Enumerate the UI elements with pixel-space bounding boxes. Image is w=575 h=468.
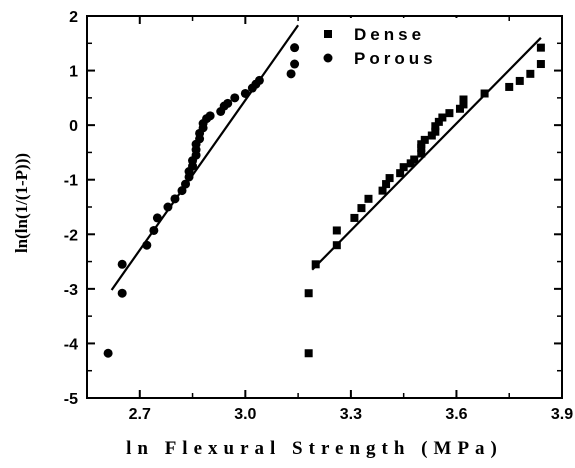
- porous-point: [152, 213, 162, 223]
- dense-point: [515, 76, 524, 85]
- dense-point: [304, 349, 313, 358]
- dense-point: [445, 109, 454, 118]
- porous-point: [149, 225, 159, 235]
- dense-point: [396, 169, 405, 178]
- porous-legend-marker: [323, 53, 333, 63]
- x-tick-label: 2.7: [129, 406, 151, 423]
- x-tick-label: 3.0: [234, 406, 256, 423]
- plot-area: 2.7 3.0 3.3 3.6 3.9 -5 -4 -3 -2 -1 0 1 2: [64, 9, 573, 423]
- dense-point: [350, 213, 359, 222]
- porous-point: [181, 179, 191, 189]
- porous-point: [240, 88, 250, 98]
- dense-point: [536, 43, 545, 52]
- dense-point: [459, 95, 468, 104]
- dense-point: [417, 140, 426, 149]
- porous-point: [290, 59, 300, 69]
- y-axis-title: ln(ln(1/(1-P))): [12, 153, 31, 253]
- dense-point: [417, 149, 426, 158]
- dense-series: [304, 37, 545, 358]
- porous-point: [205, 111, 215, 121]
- porous-point: [286, 69, 296, 79]
- y-tick-label: -3: [64, 282, 78, 299]
- dense-point: [399, 163, 408, 172]
- porous-point: [230, 93, 240, 103]
- x-axis-title: ln Flexural Strength (MPa): [126, 438, 503, 459]
- porous-series: [103, 24, 300, 358]
- dense-point: [304, 289, 313, 298]
- dense-point: [505, 82, 514, 91]
- dense-point: [438, 113, 447, 122]
- dense-point: [459, 100, 468, 109]
- x-tick-label: 3.6: [445, 406, 467, 423]
- y-tick-label: 2: [69, 9, 78, 26]
- dense-point: [420, 135, 429, 144]
- dense-point: [332, 241, 341, 250]
- legend-box: [313, 18, 475, 70]
- dense-point: [526, 69, 535, 78]
- porous-legend-label: Porous: [354, 49, 437, 68]
- porous-fit-line: [110, 24, 300, 291]
- dense-point: [378, 186, 387, 195]
- porous-point: [117, 288, 127, 298]
- dense-point: [364, 194, 373, 203]
- dense-point: [410, 155, 419, 164]
- y-tick-label: 1: [69, 64, 78, 81]
- dense-point: [431, 127, 440, 136]
- porous-point: [142, 240, 152, 250]
- dense-point: [455, 104, 464, 113]
- plot-frame: [86, 15, 563, 399]
- dense-point: [536, 60, 545, 69]
- y-tick-label: -5: [64, 391, 78, 408]
- dense-legend-label: Dense: [354, 25, 425, 44]
- y-tick-label: 0: [69, 118, 78, 135]
- porous-point: [103, 348, 113, 358]
- dense-point: [332, 226, 341, 235]
- y-tick-label: -1: [64, 173, 78, 190]
- porous-point: [117, 259, 127, 269]
- y-tick-label: -4: [64, 336, 78, 353]
- dense-point: [434, 117, 443, 126]
- dense-point: [431, 122, 440, 131]
- porous-point: [170, 194, 180, 204]
- porous-point: [254, 75, 264, 85]
- x-tick-label: 3.3: [340, 406, 362, 423]
- porous-point: [223, 98, 233, 108]
- y-tick-label: -2: [64, 227, 78, 244]
- porous-point: [163, 202, 173, 212]
- dense-point: [311, 260, 320, 269]
- x-tick-label: 3.9: [551, 406, 573, 423]
- dense-point: [382, 180, 391, 189]
- dense-point: [357, 204, 366, 213]
- dense-point: [385, 174, 394, 183]
- dense-point: [480, 89, 489, 98]
- porous-point: [290, 43, 300, 53]
- dense-legend-marker: [324, 30, 332, 38]
- dense-fit-line: [311, 37, 542, 271]
- legend: Dense Porous: [313, 18, 475, 70]
